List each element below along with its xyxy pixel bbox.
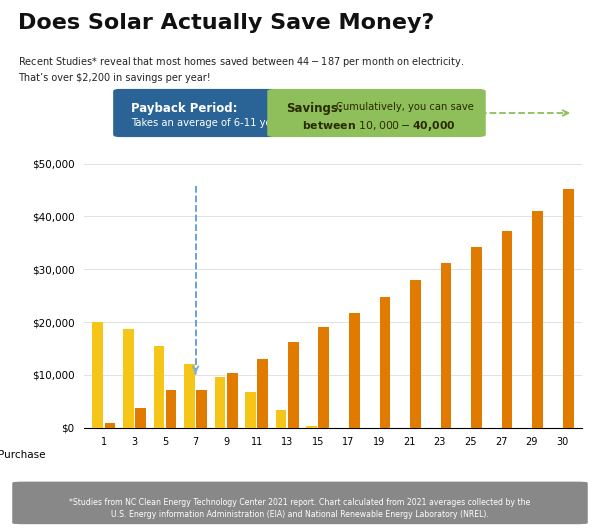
Text: between $10,000-$40,000: between $10,000-$40,000 [302, 119, 456, 134]
Bar [276, 410, 286, 428]
Text: Recent Studies* reveal that most homes saved between $44-$187 per month on elect: Recent Studies* reveal that most homes s… [18, 55, 464, 70]
Text: Takes an average of 6-11 years: Takes an average of 6-11 years [131, 118, 287, 128]
Bar [184, 364, 195, 428]
Bar [380, 297, 390, 428]
FancyBboxPatch shape [114, 90, 279, 136]
Bar [166, 390, 176, 428]
Bar [319, 327, 329, 428]
Bar [563, 189, 574, 428]
Bar [123, 329, 134, 428]
X-axis label: Purchase  : Purchase [0, 450, 52, 460]
Bar [471, 247, 482, 428]
Text: Cumulatively, you can save: Cumulatively, you can save [337, 102, 474, 112]
Bar [349, 313, 360, 428]
Bar [215, 377, 226, 428]
Bar [196, 390, 207, 428]
Bar [288, 342, 299, 428]
Bar [440, 263, 451, 428]
Text: That’s over $2,200 in savings per year!: That’s over $2,200 in savings per year! [18, 73, 211, 83]
Bar [410, 280, 421, 428]
Bar [92, 322, 103, 428]
FancyBboxPatch shape [268, 90, 485, 136]
Bar [135, 408, 146, 428]
Bar [532, 211, 543, 428]
Bar [502, 231, 512, 428]
FancyBboxPatch shape [13, 483, 587, 524]
Text: Does Solar Actually Save Money?: Does Solar Actually Save Money? [18, 13, 434, 33]
Text: *Studies from NC Clean Energy Technology Center 2021 report. Chart calculated fr: *Studies from NC Clean Energy Technology… [70, 498, 530, 519]
Bar [154, 346, 164, 428]
Text: Payback Period:: Payback Period: [131, 102, 237, 115]
Text: Savings:: Savings: [286, 102, 343, 115]
Bar [306, 426, 317, 428]
Bar [227, 373, 238, 428]
Bar [245, 392, 256, 428]
Bar [257, 359, 268, 428]
Bar [104, 423, 115, 428]
